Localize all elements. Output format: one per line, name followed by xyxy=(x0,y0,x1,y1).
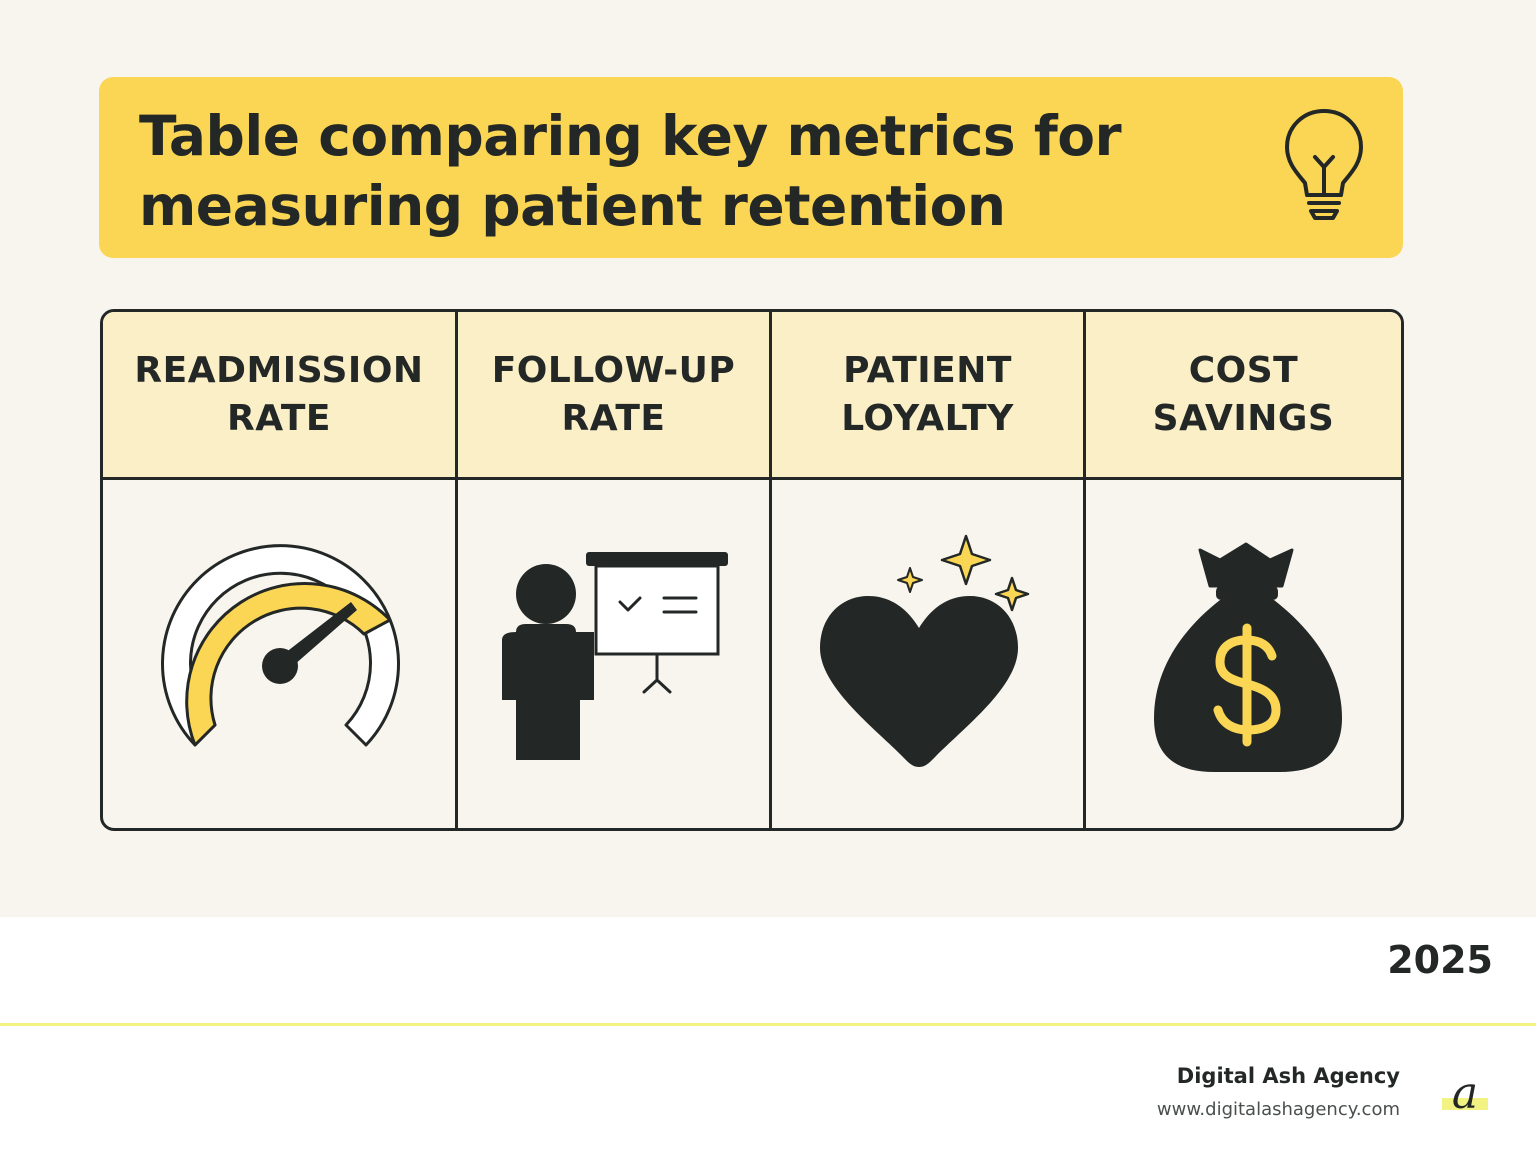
agency-logo-letter: a xyxy=(1452,1072,1478,1117)
header-cell-follow-up: FOLLOW-UP RATE xyxy=(491,349,736,439)
page-title: Table comparing key metrics for measurin… xyxy=(139,104,1122,238)
header-cell-patient-loyalty: PATIENT LOYALTY xyxy=(841,349,1014,439)
title-banner: Table comparing key metrics for measurin… xyxy=(99,77,1403,258)
year-label: 2025 xyxy=(1387,938,1493,982)
icon-cell-follow-up xyxy=(458,480,769,828)
header-cell-cost-savings: COST SAVINGS xyxy=(1152,349,1335,439)
infographic-card: Table comparing key metrics for measurin… xyxy=(0,0,1536,917)
heart-sparkle-icon xyxy=(820,534,1030,767)
footer-divider xyxy=(0,1023,1536,1026)
metrics-table: READMISSION RATE FOLLOW-UP RATE PATIENT … xyxy=(100,309,1404,831)
presentation-icon xyxy=(502,552,728,760)
icon-cell-cost-savings xyxy=(1086,480,1401,828)
column-divider xyxy=(769,312,772,828)
column-divider xyxy=(455,312,458,828)
table-header-row: READMISSION RATE FOLLOW-UP RATE PATIENT … xyxy=(103,312,1401,480)
agency-url[interactable]: www.digitalashagency.com xyxy=(1156,1099,1400,1120)
icon-cell-patient-loyalty xyxy=(772,480,1083,828)
agency-name: Digital Ash Agency xyxy=(1176,1064,1400,1088)
icon-cell-readmission xyxy=(103,480,455,828)
lightbulb-icon xyxy=(1285,109,1363,220)
header-cell-readmission: READMISSION RATE xyxy=(134,349,424,439)
agency-logo-icon: a xyxy=(1442,1072,1488,1117)
column-divider xyxy=(1083,312,1086,828)
speedometer-icon xyxy=(161,544,400,747)
money-bag-icon xyxy=(1154,542,1342,772)
